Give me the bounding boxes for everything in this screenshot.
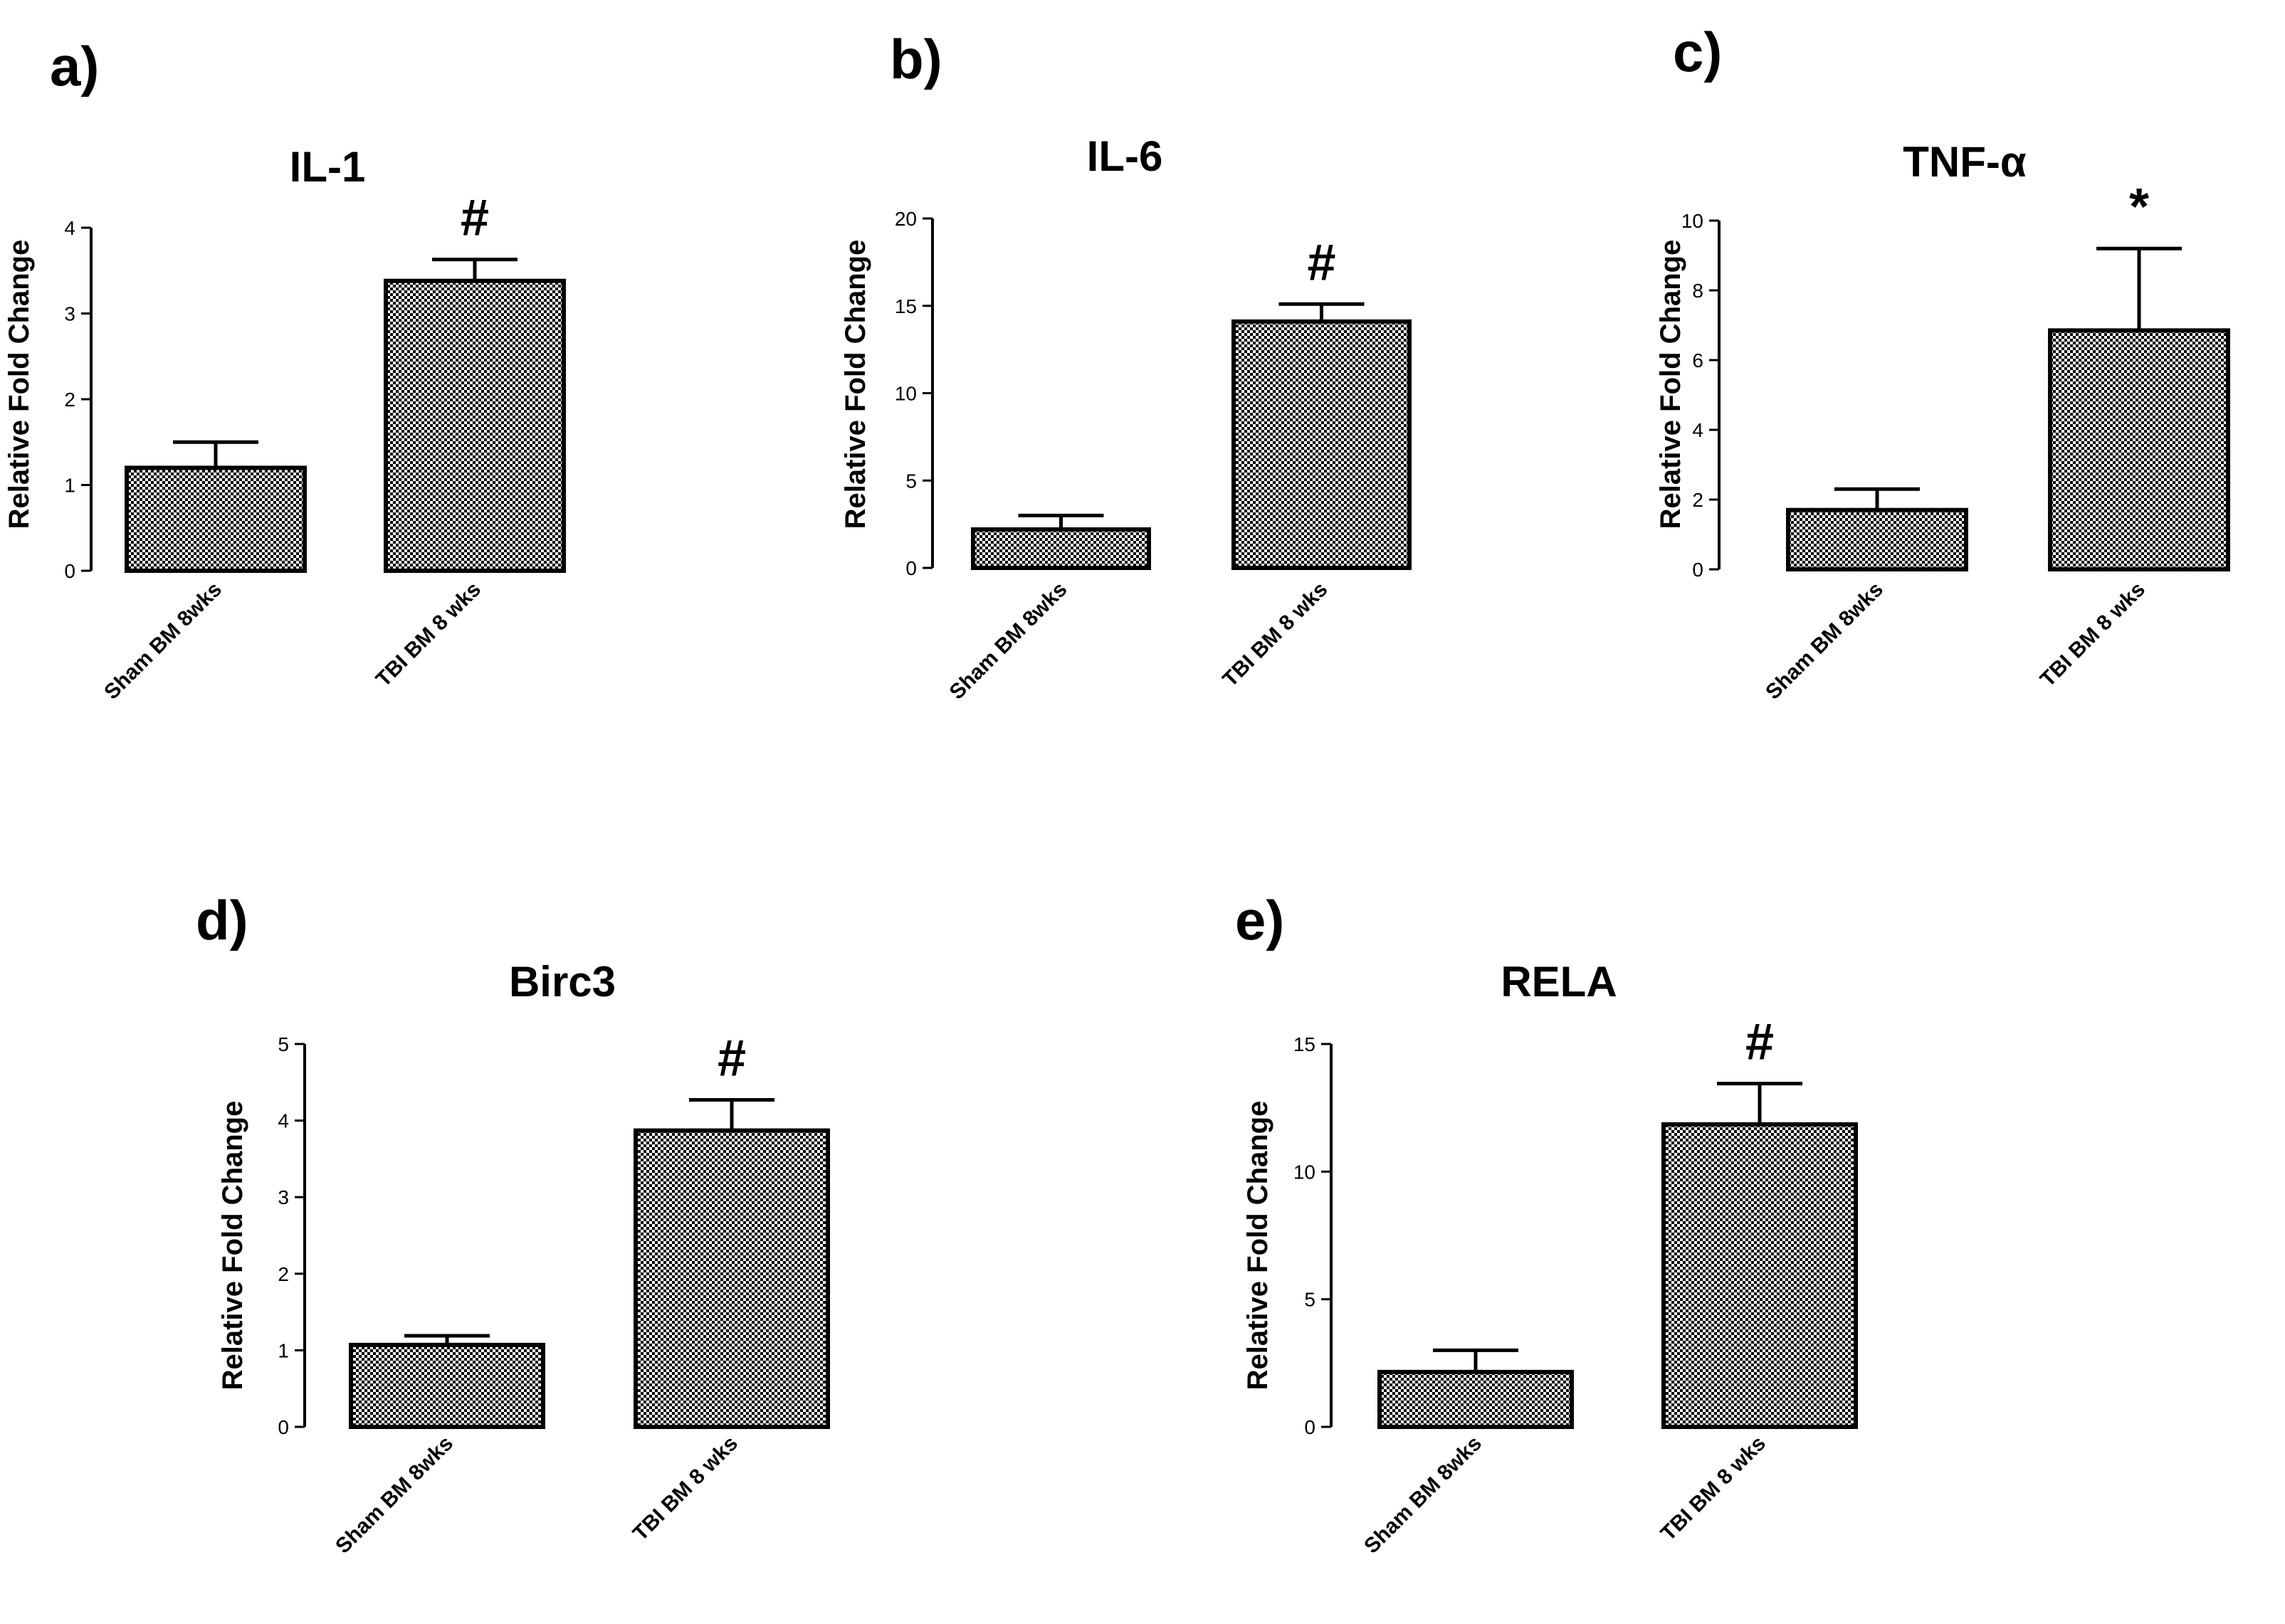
chart-4-ytick-label: 4 — [278, 1110, 289, 1132]
chart-2-ylabel: Relative Fold Change — [840, 240, 871, 529]
chart-4-category-label: TBI BM 8 wks — [629, 1432, 742, 1546]
chart-4-panel-letter: d) — [196, 889, 248, 951]
chart-5-significance-marker: # — [1745, 1014, 1774, 1071]
chart-4-title: Birc3 — [509, 958, 616, 1006]
chart-2-ytick-label: 15 — [895, 295, 917, 317]
chart-4-ytick-label: 5 — [278, 1033, 289, 1055]
chart-2-bar — [971, 527, 1151, 570]
chart-1-ytick-label: 1 — [64, 475, 75, 497]
chart-1-bar — [125, 465, 307, 574]
chart-4-ytick-label: 3 — [278, 1186, 289, 1208]
chart-2-bar — [1231, 319, 1412, 570]
chart-5-ytick-label: 15 — [1293, 1033, 1315, 1055]
chart-3-panel-letter: c) — [1673, 21, 1722, 83]
chart-4-bar — [349, 1342, 545, 1430]
chart-1-title: IL-1 — [290, 143, 366, 191]
chart-2-significance-marker: # — [1307, 234, 1335, 291]
chart-4-bar — [634, 1128, 830, 1429]
chart-3-category-label: TBI BM 8 wks — [2036, 578, 2150, 692]
chart-2-category-label: Sham BM 8wks — [945, 578, 1072, 705]
chart-1-panel-letter: a) — [50, 35, 99, 97]
chart-1-ytick-label: 0 — [64, 560, 75, 582]
chart-5-bar — [1661, 1122, 1858, 1429]
chart-2-ytick-label: 10 — [895, 383, 917, 405]
chart-5-category-label: TBI BM 8 wks — [1656, 1432, 1770, 1546]
chart-1-bar — [384, 278, 566, 573]
chart-3-ylabel: Relative Fold Change — [1655, 240, 1686, 529]
chart-1-ytick-label: 4 — [64, 217, 75, 239]
chart-2-ytick-label: 0 — [905, 557, 917, 579]
chart-2-category-label: TBI BM 8 wks — [1218, 578, 1332, 692]
chart-5-bar — [1377, 1369, 1574, 1430]
chart-3-title: TNF-α — [1903, 138, 2027, 186]
chart-2-panel-letter: b) — [890, 28, 942, 90]
chart-4-ytick-label: 1 — [278, 1339, 289, 1361]
chart-3-ytick-label: 8 — [1692, 280, 1703, 302]
chart-3-significance-marker: * — [2129, 179, 2149, 236]
chart-3-ytick-label: 10 — [1681, 210, 1703, 232]
chart-3-bar — [1786, 507, 1968, 572]
chart-1-ytick-label: 3 — [64, 303, 75, 325]
chart-1-significance-marker: # — [461, 190, 489, 247]
chart-5-ytick-label: 5 — [1304, 1289, 1315, 1311]
chart-3-ytick-label: 2 — [1692, 489, 1703, 511]
chart-1-ylabel: Relative Fold Change — [4, 240, 35, 529]
chart-3-category-label: Sham BM 8wks — [1761, 578, 1888, 705]
chart-4-ytick-label: 2 — [278, 1263, 289, 1285]
chart-4-category-label: Sham BM 8wks — [331, 1432, 458, 1559]
chart-5-ytick-label: 10 — [1293, 1161, 1315, 1183]
chart-2-title: IL-6 — [1087, 132, 1163, 180]
chart-2-ytick-label: 20 — [895, 208, 917, 230]
chart-3-bar — [2048, 328, 2230, 571]
chart-5-panel-letter: e) — [1235, 889, 1284, 951]
chart-1-category-label: TBI BM 8 wks — [372, 578, 485, 692]
chart-5-category-label: Sham BM 8wks — [1360, 1432, 1486, 1559]
chart-5-ylabel: Relative Fold Change — [1242, 1101, 1273, 1391]
chart-5-ytick-label: 0 — [1304, 1416, 1315, 1438]
chart-3-ytick-label: 4 — [1692, 419, 1703, 441]
chart-4-ylabel: Relative Fold Change — [217, 1101, 248, 1391]
chart-1-category-label: Sham BM 8wks — [100, 578, 226, 705]
chart-4-ytick-label: 0 — [278, 1416, 289, 1438]
chart-4-significance-marker: # — [718, 1030, 746, 1087]
chart-1-ytick-label: 2 — [64, 389, 75, 411]
chart-3-ytick-label: 6 — [1692, 349, 1703, 371]
chart-2-ytick-label: 5 — [905, 470, 917, 492]
chart-3-ytick-label: 0 — [1692, 559, 1703, 581]
chart-5-title: RELA — [1501, 958, 1617, 1006]
